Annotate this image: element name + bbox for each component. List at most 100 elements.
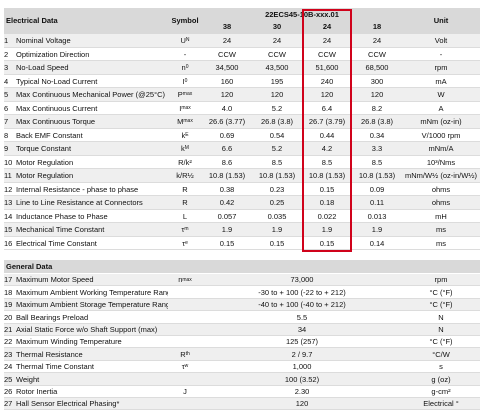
value: 0.54	[269, 130, 285, 140]
symbol-main: I	[179, 103, 182, 113]
row-number: 24	[4, 362, 13, 372]
row-number: 7	[4, 117, 9, 126]
symbol-main: n	[178, 275, 183, 285]
row-number: 22	[4, 337, 13, 347]
row-number: 21	[4, 325, 13, 335]
unit-header: Unit	[433, 16, 449, 26]
symbol-subscript: max	[181, 104, 191, 111]
row-number: 27	[4, 399, 13, 409]
value: 6.6	[221, 144, 233, 153]
row-bg	[4, 385, 480, 398]
value: 0.15	[219, 238, 235, 248]
unit: ohms	[431, 198, 451, 207]
value: 5.2	[271, 103, 283, 113]
row-bg	[4, 196, 480, 210]
symbol-subscript: E	[185, 131, 189, 138]
symbol: L	[168, 210, 202, 224]
value: 3.3	[371, 144, 383, 153]
value: -30 to + 100 (-22 to + 212)	[258, 287, 346, 297]
symbol: R/k²	[168, 156, 202, 170]
row-bg	[4, 398, 480, 411]
row-number: 18	[4, 287, 13, 297]
symbol: R	[168, 196, 202, 210]
row-bg	[4, 88, 480, 102]
symbol-subscript: w	[184, 363, 189, 370]
row-bg	[4, 182, 480, 196]
parameter: Motor Regulation	[16, 157, 74, 167]
row-number: 1	[4, 36, 9, 45]
parameter: Motor Regulation	[16, 171, 74, 180]
parameter: Thermal Time Constant	[16, 362, 94, 372]
symbol-main: L	[182, 211, 188, 221]
value: 26.6 (3.77)	[208, 117, 246, 126]
parameter: Maximum Ambient Working Temperature Rang…	[16, 287, 168, 297]
value: 0.38	[219, 184, 235, 194]
symbol: J	[168, 386, 202, 398]
unit: N	[438, 325, 444, 335]
symbol-subscript: max	[182, 91, 193, 98]
symbol-main: R	[180, 349, 186, 359]
symbol-main: -	[183, 49, 187, 59]
value: 8.5	[271, 157, 283, 167]
row-number: 11	[4, 171, 12, 180]
row-number: 25	[4, 374, 13, 384]
symbol: k/R½	[168, 169, 202, 183]
symbol-main: P	[177, 90, 183, 99]
unit: N	[438, 312, 444, 322]
unit: W	[437, 90, 445, 99]
unit: ms	[436, 238, 446, 248]
value: CCW	[318, 49, 336, 59]
value: 160	[220, 76, 234, 86]
variant-header: 24	[322, 22, 332, 32]
unit: mNm/A	[428, 144, 454, 153]
row-number: 4	[4, 76, 9, 86]
value: 10.8 (1.53)	[258, 171, 296, 180]
symbol-subscript: 0	[184, 77, 188, 84]
row-bg	[4, 209, 480, 223]
value: 8.5	[371, 157, 383, 167]
value: 43,500	[265, 63, 289, 72]
row-number: 12	[4, 184, 13, 194]
value: 10.8 (1.53)	[308, 171, 346, 180]
value: 34	[297, 325, 307, 335]
variant-header: 18	[372, 22, 382, 32]
row-number: 3	[4, 63, 9, 72]
parameter: Axial Static Force w/o Shaft Support (ma…	[16, 325, 158, 335]
parameter: Torque Constant	[16, 144, 72, 153]
value: 1,000	[292, 362, 312, 372]
symbol-subscript: e	[185, 239, 188, 246]
row-number: 20	[4, 312, 13, 322]
value: 0.42	[219, 198, 235, 207]
unit: ms	[436, 225, 446, 234]
row-bg	[4, 155, 480, 169]
unit: Volt	[434, 36, 448, 45]
symbol-main: k/R½	[176, 171, 194, 180]
value: 120	[320, 90, 334, 99]
row-number: 15	[4, 225, 13, 234]
row-bg	[4, 34, 480, 48]
row-number: 13	[4, 198, 13, 207]
value: 2.30	[294, 387, 310, 397]
row-number: 10	[4, 157, 13, 167]
symbol-subscript: th	[185, 351, 190, 358]
symbol-main: τ	[181, 362, 185, 372]
value: 1.9	[371, 225, 383, 234]
row-bg	[4, 236, 480, 250]
value: 8.5	[321, 157, 333, 167]
symbol-main: k	[181, 130, 186, 140]
unit: g-cm²	[431, 387, 451, 397]
value: CCW	[368, 49, 386, 59]
parameter: Ball Bearings Preload	[16, 312, 89, 322]
row-number: 16	[4, 238, 13, 248]
parameter: Thermal Resistance	[16, 349, 83, 359]
unit: rpm	[434, 275, 448, 285]
symbol: -	[168, 48, 202, 62]
symbol-main: M	[177, 117, 184, 126]
